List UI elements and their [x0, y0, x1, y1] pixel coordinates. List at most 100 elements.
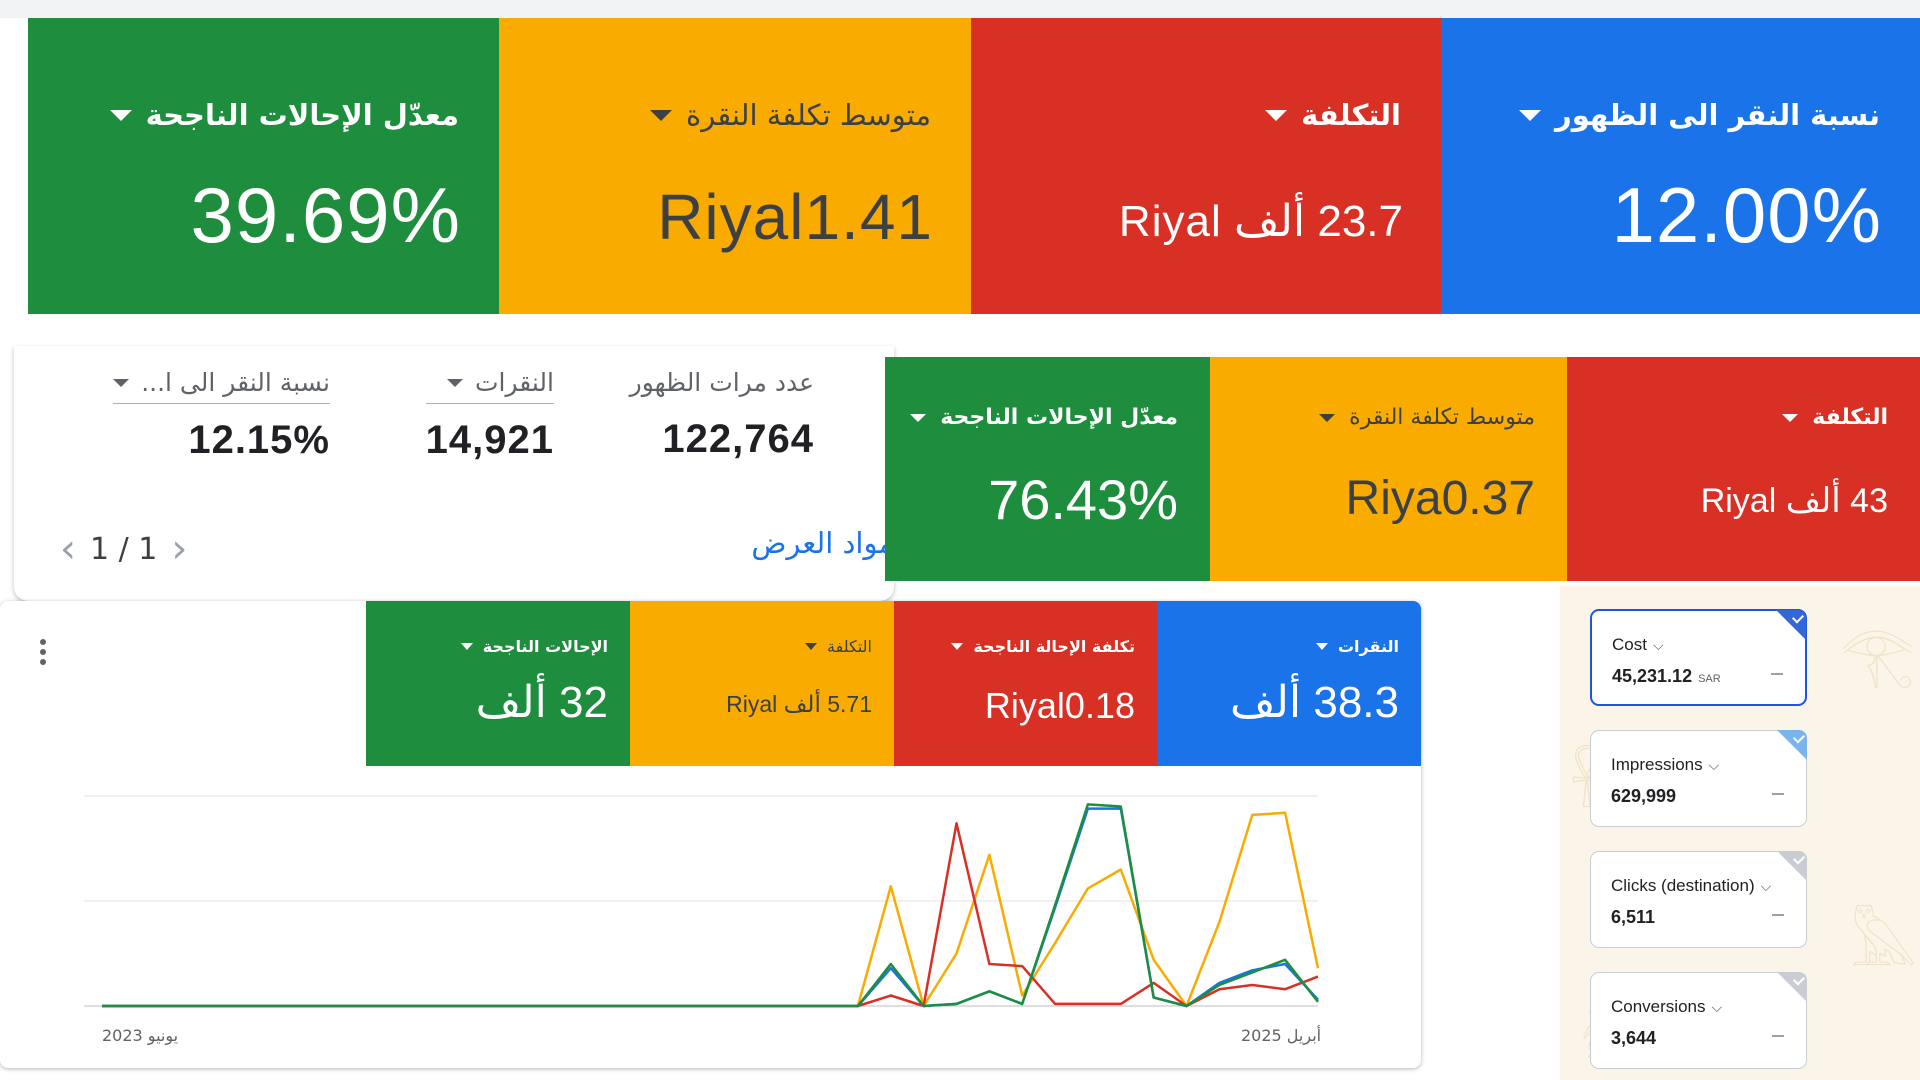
metric-label-text: تكلفة الإحالة الناجحة — [973, 637, 1135, 656]
pagination: ‹ 1 / 1 › — [60, 526, 187, 572]
checkmark-corner-icon[interactable] — [1777, 851, 1807, 881]
card-value: 6,511 — [1611, 907, 1655, 928]
metric-label[interactable]: متوسط تكلفة النقرة — [650, 98, 931, 132]
card-value-text: 3,644 — [1611, 1028, 1657, 1048]
stat-ctr: نسبة النقر الى ا... 12.15% — [113, 368, 330, 463]
metric-tile-conversions-3[interactable]: الإحالات الناجحة 32 ألف — [366, 601, 630, 766]
show-assets-link[interactable]: مواد العرض — [751, 526, 894, 560]
metric-label-text: متوسط تكلفة النقرة — [1349, 405, 1535, 430]
stat-label[interactable]: نسبة النقر الى ا... — [113, 368, 330, 404]
checkmark-corner-icon[interactable] — [1777, 972, 1807, 1002]
metric-label-text: النقرات — [1337, 637, 1399, 656]
metric-label[interactable]: النقرات — [1315, 637, 1399, 656]
dropdown-arrow-icon[interactable] — [805, 643, 818, 650]
more-options-icon[interactable] — [40, 639, 46, 669]
stat-label-text: النقرات — [474, 368, 554, 397]
stat-clicks: النقرات 14,921 — [425, 368, 554, 463]
checkmark-corner-icon[interactable] — [1776, 610, 1806, 640]
metric-label[interactable]: معدّل الإحالات الناجحة — [910, 405, 1178, 430]
metric-tile-avg-cpc-2[interactable]: متوسط تكلفة النقرة Riya0.37 — [1210, 357, 1567, 581]
metric-label[interactable]: معدّل الإحالات الناجحة — [109, 98, 459, 132]
metric-label[interactable]: التكلفة — [1265, 98, 1401, 132]
metric-value: 76.43% — [988, 468, 1178, 531]
chevron-down-icon[interactable]: ⌵ — [1711, 999, 1723, 1015]
card-title-text: Conversions — [1611, 997, 1706, 1016]
line-chart — [84, 795, 1320, 1008]
dash-icon — [1772, 793, 1784, 795]
metric-card-clicks[interactable]: Clicks (destination) ⌵ 6,511 — [1590, 851, 1807, 948]
chevron-left-icon[interactable]: ‹ — [60, 526, 76, 572]
metric-label[interactable]: التكلفة — [805, 637, 872, 656]
metric-tile-ctr[interactable]: نسبة النقر الى الظهور 12.00% — [1441, 18, 1920, 314]
chevron-down-icon[interactable]: ⌵ — [1760, 878, 1772, 894]
metric-value: 32 ألف — [475, 678, 608, 727]
metric-label-text: التكلفة — [1301, 98, 1401, 132]
metric-card-conversions[interactable]: Conversions ⌵ 3,644 — [1590, 972, 1807, 1069]
metric-label[interactable]: متوسط تكلفة النقرة — [1319, 405, 1535, 430]
x-axis-start-label: يونيو 2023 — [102, 1026, 179, 1045]
dropdown-arrow-icon[interactable] — [460, 643, 473, 650]
checkmark-corner-icon[interactable] — [1777, 730, 1807, 760]
dropdown-arrow-icon[interactable] — [910, 413, 927, 422]
dash-icon — [1771, 673, 1783, 675]
card-title[interactable]: Conversions ⌵ — [1611, 997, 1722, 1017]
metric-value: Riyal0.18 — [984, 685, 1135, 726]
card-title[interactable]: Cost ⌵ — [1612, 635, 1664, 655]
metric-tile-cost[interactable]: التكلفة 23.7 ألف Riyal — [971, 18, 1441, 314]
metric-label[interactable]: الإحالات الناجحة — [460, 637, 608, 656]
dropdown-arrow-icon[interactable] — [113, 378, 130, 387]
x-axis-end-label: أبريل 2025 — [1241, 1026, 1322, 1045]
metric-label-text: الإحالات الناجحة — [482, 637, 608, 656]
chevron-right-icon[interactable]: › — [171, 526, 188, 572]
chevron-down-icon[interactable]: ⌵ — [1652, 637, 1664, 653]
stat-value: 122,764 — [662, 417, 814, 461]
metric-tile-cost-3[interactable]: التكلفة 5.71 ألف Riyal — [630, 601, 894, 766]
metric-card-impressions[interactable]: Impressions ⌵ 629,999 — [1590, 730, 1807, 827]
metric-label-text: نسبة النقر الى الظهور — [1555, 98, 1880, 132]
stat-label[interactable]: النقرات — [425, 368, 554, 404]
card-title[interactable]: Clicks (destination) ⌵ — [1611, 876, 1771, 896]
dropdown-arrow-icon[interactable] — [1782, 413, 1799, 422]
metric-label[interactable]: تكلفة الإحالة الناجحة — [951, 637, 1135, 656]
metric-tile-conv-rate[interactable]: معدّل الإحالات الناجحة 39.69% — [28, 18, 499, 314]
pattern-glyph: 𓅓 — [1850, 910, 1917, 980]
metric-value: 5.71 ألف Riyal — [726, 691, 872, 717]
metric-label-text: متوسط تكلفة النقرة — [686, 98, 931, 132]
dropdown-arrow-icon[interactable] — [1315, 643, 1328, 650]
card-title-text: Impressions — [1611, 755, 1703, 774]
metric-tile-cost-2[interactable]: التكلفة 43 ألف Riyal — [1567, 357, 1920, 581]
card-title[interactable]: Impressions ⌵ — [1611, 755, 1719, 775]
series-line-1 — [102, 822, 1319, 1008]
series-line-0 — [102, 811, 1320, 1008]
dash-icon — [1772, 1035, 1784, 1037]
chart-panel: النقرات 38.3 ألف تكلفة الإحالة الناجحة R… — [0, 601, 1421, 1068]
metric-tile-avg-cpc[interactable]: متوسط تكلفة النقرة Riyal1.41 — [499, 18, 971, 314]
dropdown-arrow-icon[interactable] — [1519, 109, 1542, 121]
metric-label[interactable]: نسبة النقر الى الظهور — [1519, 98, 1880, 132]
dropdown-arrow-icon[interactable] — [650, 109, 673, 121]
dropdown-arrow-icon[interactable] — [1265, 109, 1288, 121]
pattern-glyph: 𓂀 — [1840, 620, 1915, 690]
metric-value: Riyal1.41 — [657, 181, 933, 253]
series-line-3 — [102, 803, 1319, 1008]
dropdown-arrow-icon[interactable] — [951, 643, 964, 650]
card-value: 629,999 — [1611, 786, 1676, 807]
metric-tile-conv-rate-2[interactable]: معدّل الإحالات الناجحة 76.43% — [885, 357, 1210, 581]
metric-label[interactable]: التكلفة — [1782, 405, 1888, 430]
chart-series — [102, 803, 1320, 1008]
metric-label-text: معدّل الإحالات الناجحة — [145, 98, 459, 132]
card-value-text: 45,231.12 — [1612, 666, 1693, 686]
chevron-down-icon[interactable]: ⌵ — [1708, 757, 1720, 773]
metric-tile-clicks-3[interactable]: النقرات 38.3 ألف — [1157, 601, 1421, 766]
card-title-text: Clicks (destination) — [1611, 876, 1755, 895]
dropdown-arrow-icon[interactable] — [1319, 413, 1336, 422]
page-indicator: 1 / 1 — [90, 531, 158, 567]
metric-label-text: التكلفة — [1812, 405, 1888, 430]
dropdown-arrow-icon[interactable] — [446, 378, 463, 387]
summary-panel: عدد مرات الظهور 122,764 النقرات 14,921 ن… — [14, 346, 894, 601]
dropdown-arrow-icon[interactable] — [109, 109, 132, 121]
card-value-text: 6,511 — [1611, 907, 1656, 927]
metric-card-cost[interactable]: Cost ⌵ 45,231.12 SAR — [1590, 609, 1807, 706]
stat-value: 12.15% — [188, 418, 330, 462]
metric-tile-cost-per-conv-3[interactable]: تكلفة الإحالة الناجحة Riyal0.18 — [894, 601, 1157, 766]
